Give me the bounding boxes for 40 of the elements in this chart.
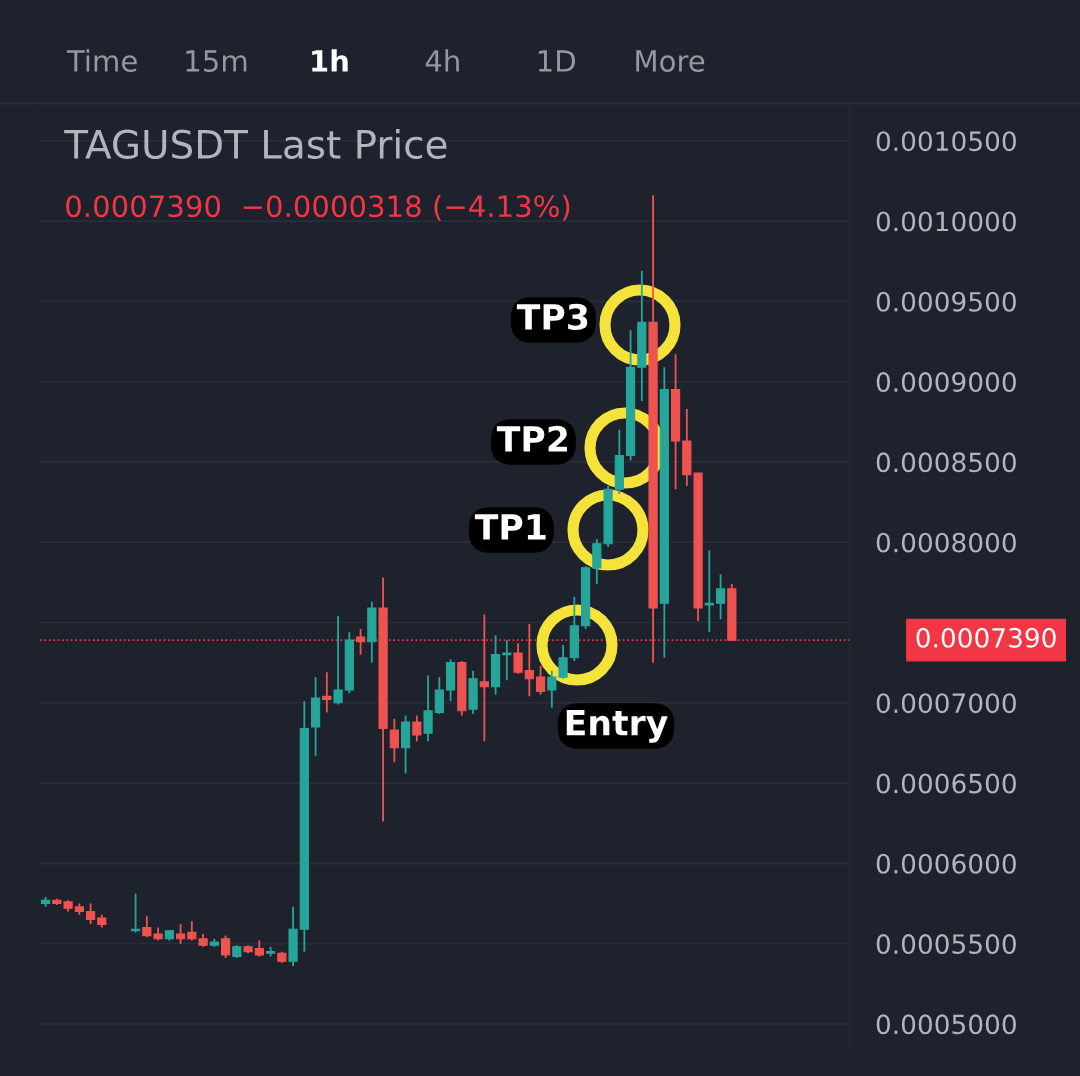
candlestick [535,664,546,696]
candlestick [423,674,433,743]
text: 0.0007390 −0.0000318 (−4.13%) [66,194,570,221]
candlestick [333,615,343,706]
y-tick-label: 0.0005000 [876,1014,1016,1035]
text: 1D [538,50,575,72]
annotation: TP1 [474,514,546,540]
y-tick-label: 0.0008000 [876,532,1016,553]
candlestick [220,934,231,959]
y-tick-label: 0.0009000 [876,372,1016,393]
annotation: TP3 [516,303,588,331]
candlestick [175,923,186,945]
candlestick [389,717,399,764]
chart-title: TAGUSDT Last Price [64,128,447,159]
y-tick-label: 0.0006000 [876,853,1016,874]
candlestick [355,628,366,656]
y-tick-label: 0.0010500 [876,131,1016,152]
y-tick-label: 0.0006500 [876,773,1016,794]
y-tick-label: 0.0009500 [876,291,1016,312]
y-tick-label: 0.0005500 [876,934,1016,955]
text: Time [66,49,137,72]
text: More [636,50,705,72]
candlestick [513,642,523,675]
candlestick [434,676,444,715]
candlestick [412,714,422,743]
candlestick [715,573,726,621]
y-tick-label: 0.0010000 [876,211,1016,232]
annotation: Entry [566,710,668,743]
y-tick-label: 0.0008500 [876,452,1016,473]
candlestick [502,639,512,682]
y-tick-label: 0.0007000 [876,693,1016,714]
candlestick [322,671,332,714]
candlestick [479,613,489,743]
text: 1h [312,49,348,72]
text: 4h [425,49,459,72]
candlestick [85,902,96,926]
candlestick [524,623,534,698]
text: 15m [186,50,247,72]
ref-line-label: 0.0007390 [916,627,1056,648]
annotation: TP2 [496,425,567,452]
